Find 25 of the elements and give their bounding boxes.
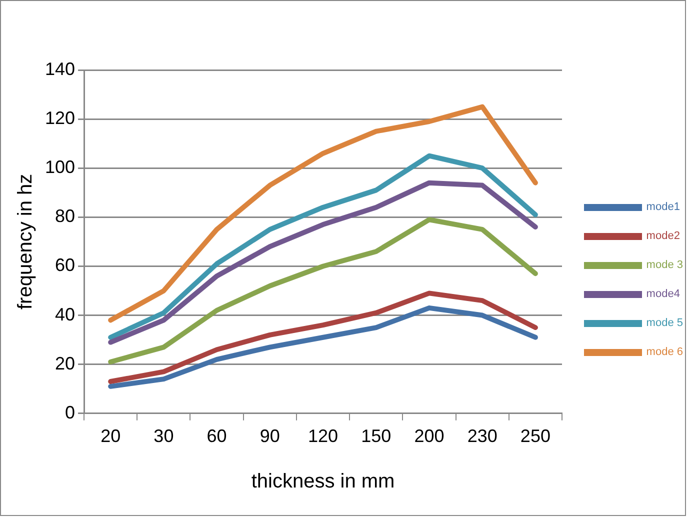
y-tick-label: 0 (65, 402, 76, 422)
text: mode4 (646, 288, 680, 300)
text: mode 5 (646, 317, 683, 329)
x-tick-label: 230 (467, 426, 498, 446)
x-tick-label: 150 (361, 426, 392, 446)
x-axis-title: thickness in mm (251, 470, 395, 493)
x-tick-label: 200 (414, 426, 444, 446)
y-tick-label: 140 (44, 58, 76, 79)
text: mode 6 (646, 346, 683, 358)
x-tick-label: 20 (100, 426, 121, 446)
x-tick-label: 120 (308, 426, 338, 446)
y-tick-label: 60 (55, 255, 76, 276)
y-tick-label: 100 (44, 157, 76, 178)
y-tick-label: 120 (44, 108, 76, 128)
text: mode2 (646, 230, 680, 242)
x-tick-label: 90 (260, 426, 280, 446)
x-tick-label: 60 (206, 426, 227, 446)
text: mode 3 (646, 259, 683, 271)
y-axis-title: frequency in hz (14, 174, 37, 310)
y-tick-label: 80 (55, 206, 76, 226)
x-tick-label: 250 (520, 426, 550, 446)
x-tick-label: 30 (154, 426, 174, 446)
y-tick-label: 40 (55, 304, 76, 324)
text: mode1 (646, 201, 680, 213)
y-tick-label: 20 (55, 353, 76, 374)
